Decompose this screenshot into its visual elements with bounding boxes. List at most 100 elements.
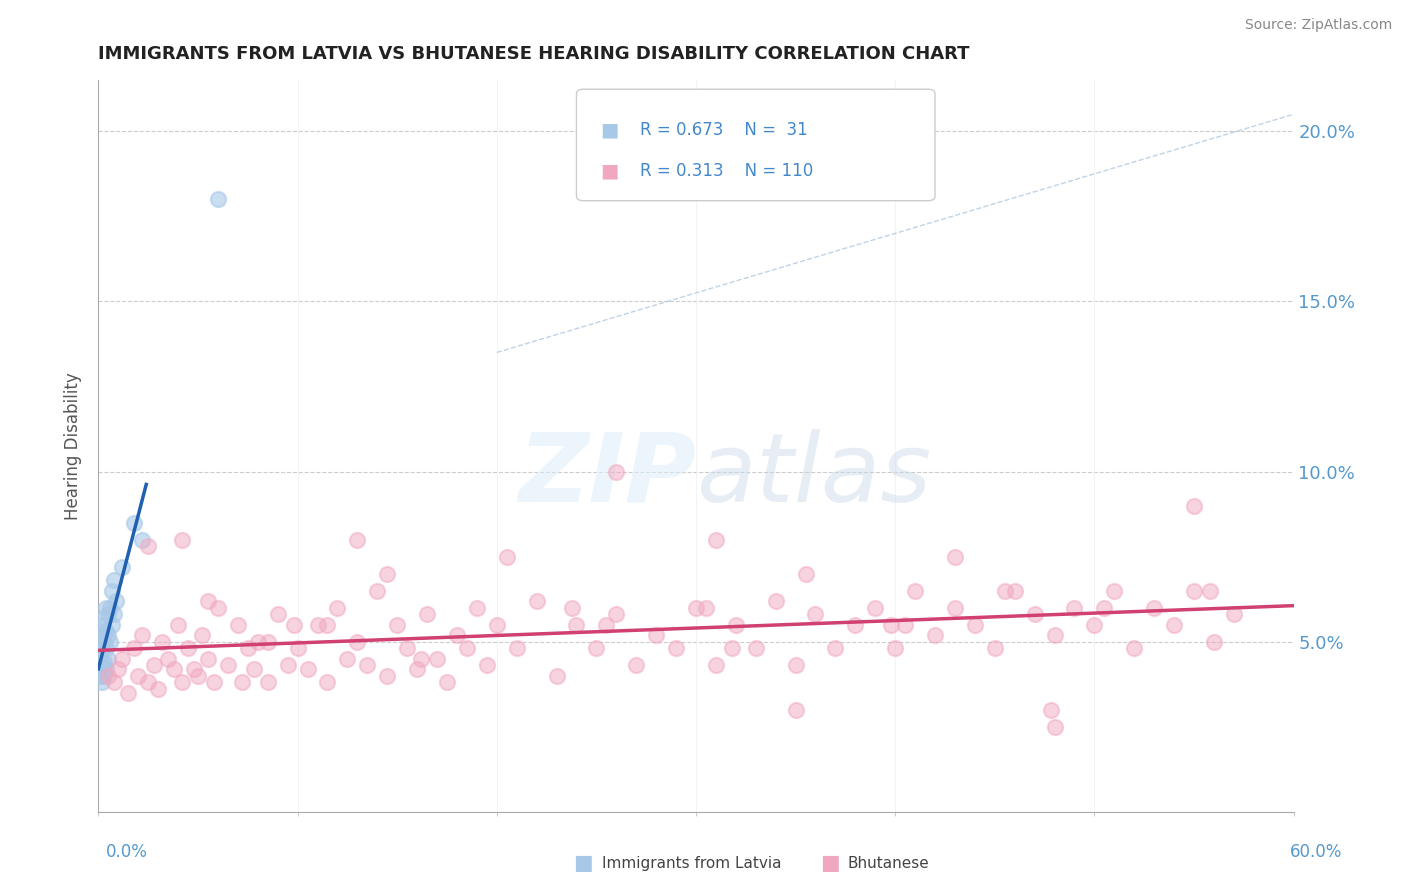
Point (287, 641, 309, 656)
Point (943, 600, 966, 615)
Point (127, 668, 149, 682)
Point (595, 617, 617, 632)
Point (645, 628, 668, 642)
Point (994, 583, 1017, 598)
Point (765, 594, 787, 608)
Text: Bhutanese: Bhutanese (848, 856, 929, 871)
Text: Immigrants from Latvia: Immigrants from Latvia (602, 856, 782, 871)
Point (124, 516, 146, 530)
Point (824, 641, 846, 656)
Point (1104, 583, 1126, 598)
Point (426, 651, 449, 665)
Point (1063, 600, 1085, 615)
Point (97, 607, 120, 622)
Point (1083, 617, 1105, 632)
Point (93, 611, 115, 625)
Point (243, 662, 266, 676)
Point (904, 583, 927, 598)
Point (785, 703, 807, 717)
Point (202, 675, 225, 690)
Point (585, 641, 607, 656)
Point (685, 600, 707, 615)
Point (495, 549, 517, 564)
Point (93, 655, 115, 669)
Point (197, 594, 219, 608)
Point (157, 651, 180, 665)
Point (98, 634, 122, 648)
Point (89, 634, 111, 648)
Point (1039, 703, 1062, 717)
Point (924, 628, 946, 642)
Point (375, 566, 398, 581)
Point (963, 617, 986, 632)
Point (150, 634, 173, 648)
Point (506, 641, 529, 656)
Point (1143, 600, 1166, 615)
Text: ■: ■ (600, 161, 619, 180)
Point (111, 651, 134, 665)
Point (1163, 617, 1185, 632)
Point (561, 600, 583, 615)
Point (794, 566, 817, 581)
Text: IMMIGRANTS FROM LATVIA VS BHUTANESE HEARING DISABILITY CORRELATION CHART: IMMIGRANTS FROM LATVIA VS BHUTANESE HEAR… (98, 45, 970, 63)
Point (96, 600, 118, 615)
Point (97, 668, 120, 682)
Point (465, 600, 488, 615)
Point (183, 662, 205, 676)
Point (695, 600, 717, 615)
Point (1202, 634, 1225, 648)
Point (984, 641, 1007, 656)
Point (97, 651, 120, 665)
Point (187, 668, 209, 682)
Point (277, 658, 299, 673)
Point (136, 675, 159, 690)
Point (785, 658, 807, 673)
Point (207, 600, 229, 615)
Point (485, 617, 508, 632)
Point (1092, 600, 1115, 615)
Point (366, 583, 388, 598)
Point (416, 607, 439, 622)
Point (98, 600, 122, 615)
Point (217, 658, 239, 673)
Point (446, 628, 468, 642)
Point (231, 675, 253, 690)
Point (1043, 720, 1066, 734)
Point (172, 675, 194, 690)
Point (124, 641, 146, 656)
Point (111, 559, 134, 574)
Point (172, 533, 194, 547)
Text: atlas: atlas (696, 429, 931, 522)
Point (1123, 641, 1146, 656)
Point (721, 641, 744, 656)
Point (1182, 583, 1205, 598)
Point (117, 686, 139, 700)
Point (406, 662, 429, 676)
Point (96, 662, 118, 676)
Point (865, 600, 887, 615)
Point (884, 641, 907, 656)
Point (89, 628, 111, 642)
Point (97, 628, 120, 642)
Point (101, 583, 124, 598)
Point (256, 634, 278, 648)
Point (131, 533, 153, 547)
Point (526, 594, 548, 608)
Point (131, 628, 153, 642)
Point (103, 607, 125, 622)
Point (246, 634, 269, 648)
Point (844, 617, 866, 632)
Point (326, 600, 349, 615)
Point (316, 675, 339, 690)
Point (665, 641, 688, 656)
Point (105, 594, 128, 608)
Point (943, 549, 966, 564)
Point (93, 634, 115, 648)
Point (103, 574, 125, 588)
Point (103, 675, 125, 690)
Point (1043, 628, 1066, 642)
Point (745, 641, 768, 656)
Point (297, 662, 319, 676)
Text: R = 0.673    N =  31: R = 0.673 N = 31 (640, 120, 807, 138)
Point (191, 628, 214, 642)
